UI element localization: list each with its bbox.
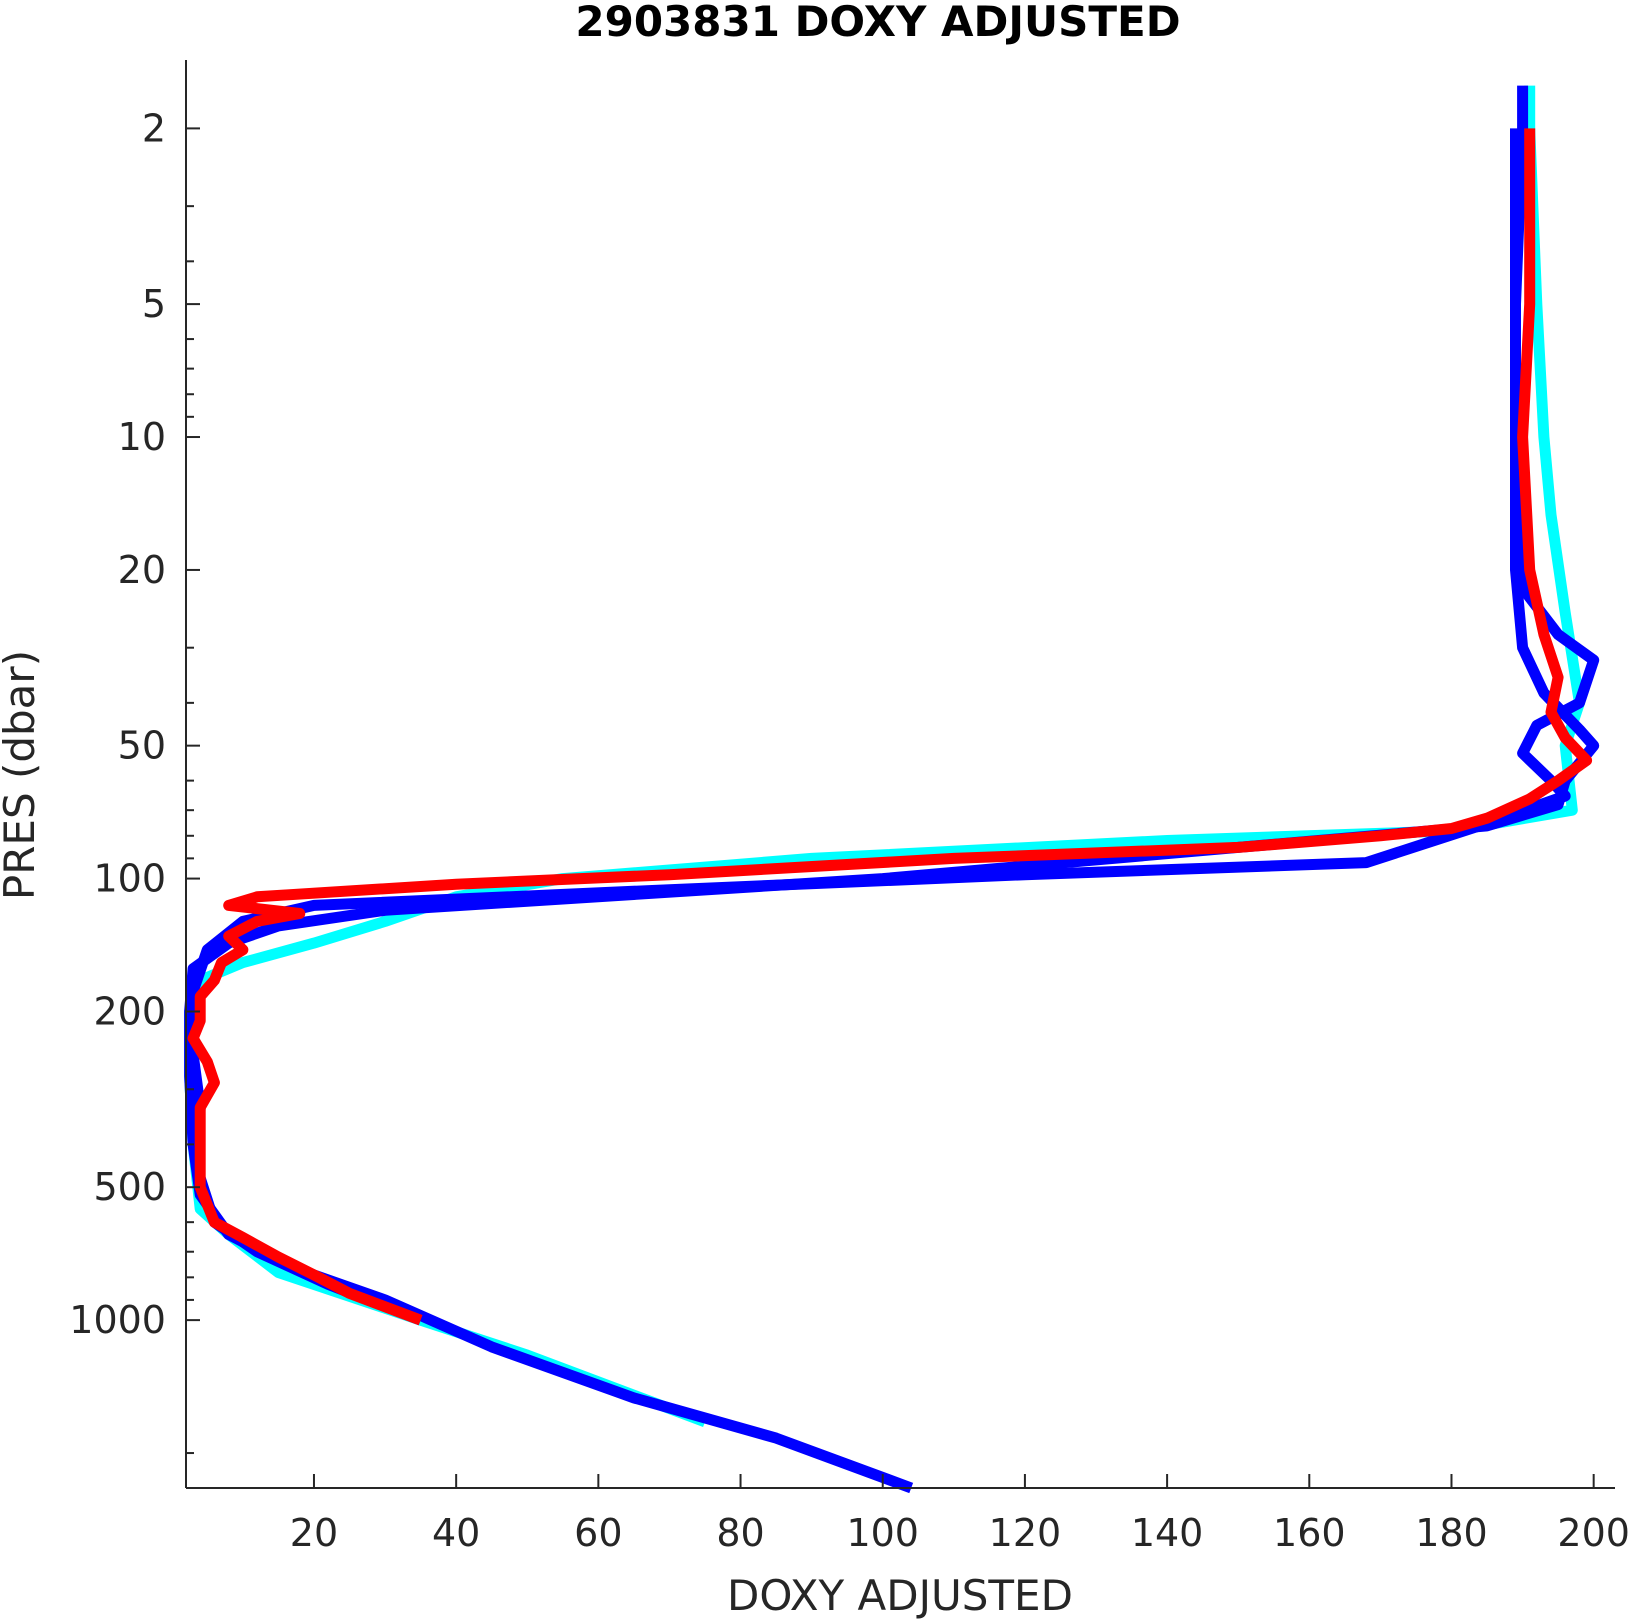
x-tick-label: 20 (290, 1511, 338, 1555)
series-line-3 (187, 128, 1593, 1326)
y-tick-label: 1000 (69, 1298, 166, 1342)
series-line-2 (187, 128, 1600, 1326)
series-line-1 (184, 85, 1600, 1494)
y-tick-label: 200 (93, 989, 166, 1033)
y-tick-label: 50 (118, 724, 166, 768)
series-line-0 (184, 85, 1585, 1428)
x-tick-label: 180 (1415, 1511, 1488, 1555)
x-tick-label: 160 (1273, 1511, 1346, 1555)
y-tick-label: 10 (118, 415, 166, 459)
y-axis-label: PRES (dbar) (0, 650, 44, 900)
y-tick-label: 500 (93, 1165, 166, 1209)
chart-title: 2903831 DOXY ADJUSTED (575, 0, 1180, 46)
x-tick-label: 200 (1557, 1511, 1630, 1555)
plot-series (184, 85, 1600, 1494)
y-ticks: 2 5 10 20 50 100 200 500 1000 (69, 106, 200, 1455)
y-tick-label: 100 (93, 857, 166, 901)
x-tick-label: 40 (432, 1511, 480, 1555)
x-tick-label: 120 (989, 1511, 1062, 1555)
x-tick-label: 140 (1131, 1511, 1204, 1555)
y-tick-label: 2 (142, 106, 166, 150)
x-ticks: 20 40 60 80 100 120 140 160 180 200 (290, 1474, 1630, 1555)
x-axis-label: DOXY ADJUSTED (727, 1571, 1073, 1620)
x-tick-label: 80 (716, 1511, 764, 1555)
y-tick-label: 5 (142, 282, 166, 326)
x-tick-label: 60 (574, 1511, 622, 1555)
x-tick-label: 100 (846, 1511, 919, 1555)
y-tick-label: 20 (118, 548, 166, 592)
